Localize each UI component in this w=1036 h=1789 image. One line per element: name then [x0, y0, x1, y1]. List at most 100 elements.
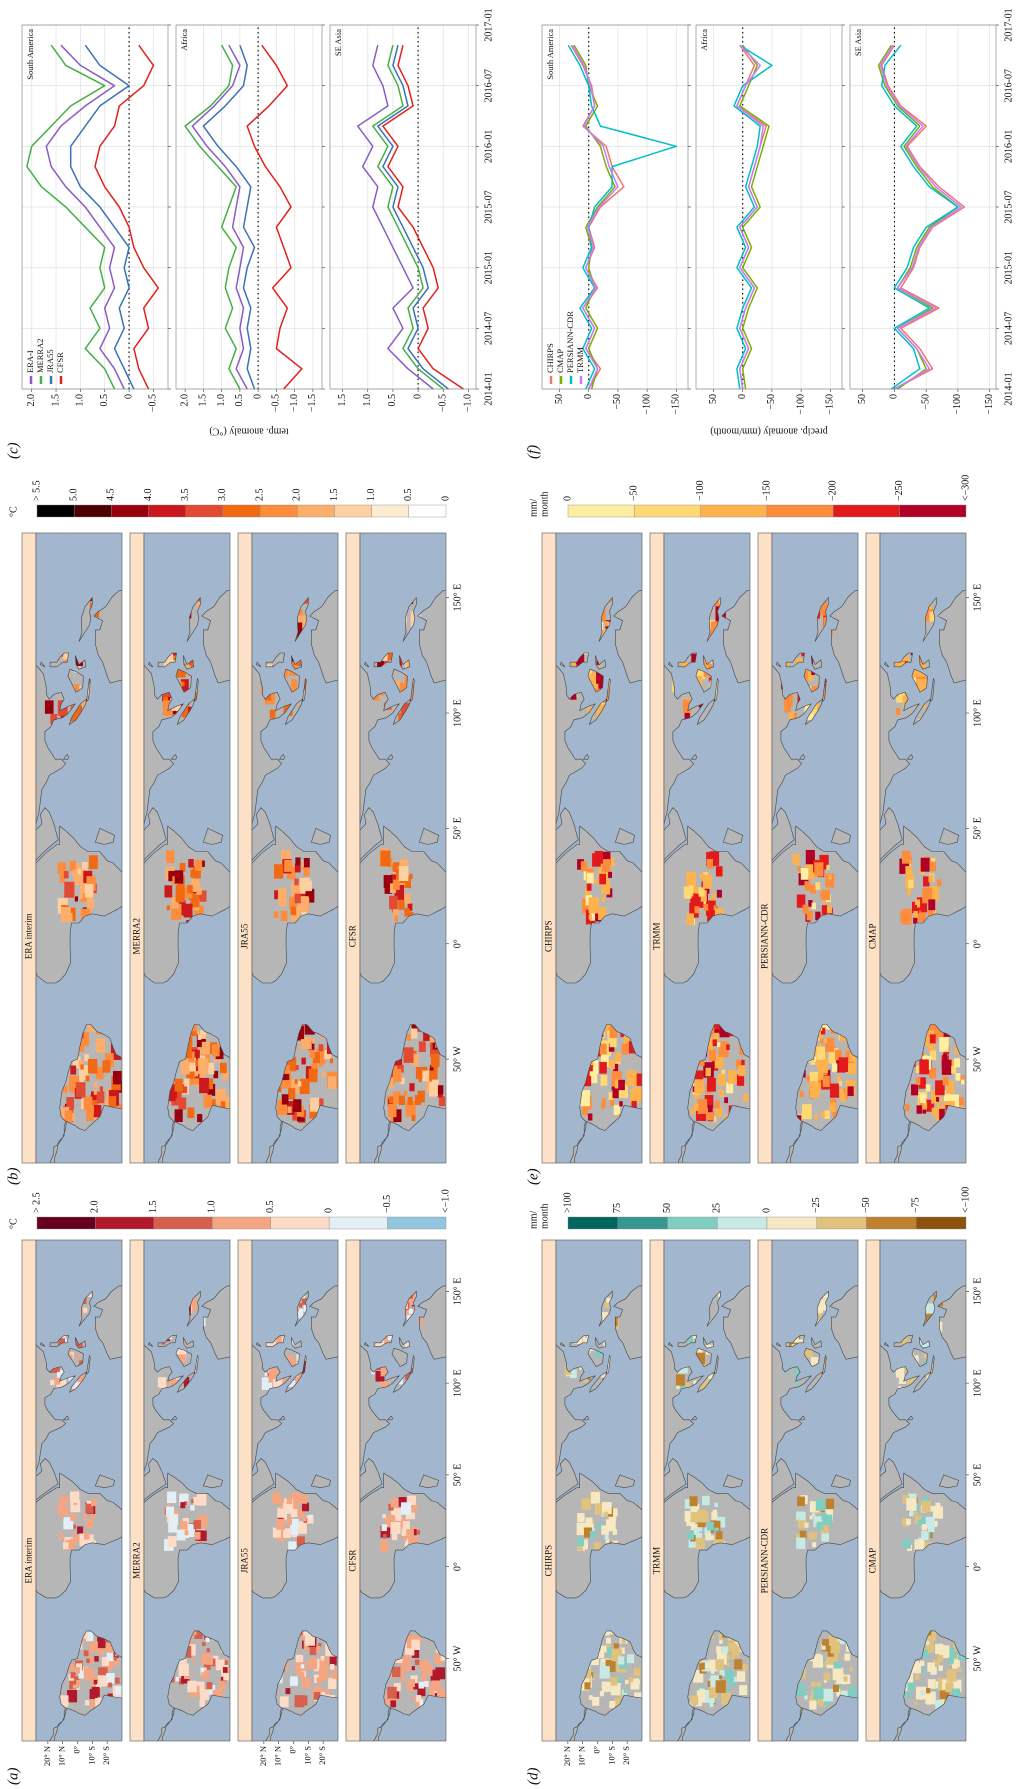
lon-tick-label: 50° E — [972, 1464, 983, 1487]
colorbar-label: <−1.0 — [440, 1189, 451, 1213]
map-cell — [412, 1115, 416, 1121]
colorbar-label: 0 — [761, 1208, 772, 1213]
map-cell — [108, 1683, 112, 1688]
map-cell — [85, 1700, 89, 1705]
map — [655, 1240, 756, 1769]
map-cell — [199, 1078, 209, 1093]
colorbar-swatch — [916, 1217, 966, 1229]
map-cell — [717, 890, 722, 898]
map-cell — [89, 1641, 98, 1652]
map-cell — [86, 1110, 93, 1121]
strip-label: CMAP — [868, 1548, 878, 1574]
map-cell — [194, 1520, 201, 1529]
map-cell — [936, 1097, 939, 1102]
map — [27, 1240, 128, 1769]
map-cell — [710, 1702, 714, 1707]
y-tick-label: 0 — [252, 394, 263, 399]
map-cell — [713, 1039, 717, 1046]
facet-title: Africa — [699, 29, 709, 51]
y-tick-label: 0 — [583, 394, 594, 399]
map-cell — [902, 851, 910, 864]
map-cell — [932, 1108, 938, 1117]
map-cell — [915, 1701, 918, 1705]
strip-label: CFSR — [348, 1550, 358, 1572]
map-cell — [63, 1508, 69, 1515]
map-cell — [822, 1646, 825, 1650]
colorbar-label: <−300 — [960, 475, 971, 501]
map-cell — [309, 1515, 313, 1519]
map-cell — [102, 1060, 110, 1072]
map-cell — [387, 1687, 396, 1699]
map-cell — [821, 1513, 826, 1520]
strip-label: PERSIANN-CDR — [760, 1528, 770, 1594]
colorbar-swatch — [212, 1217, 270, 1229]
lat-tick-label: 20° N — [42, 1746, 52, 1766]
map-cell — [291, 679, 297, 688]
map-cell — [832, 1063, 837, 1071]
facet-strip — [130, 1240, 144, 1741]
lon-tick-label: 0° — [972, 939, 983, 948]
colorbar-swatch — [37, 1217, 95, 1229]
colorbar-label: >100 — [562, 1192, 573, 1213]
map-cell — [298, 1081, 301, 1086]
lon-tick-label: 50° W — [452, 1046, 463, 1072]
map-cell — [45, 700, 54, 713]
map-cell — [64, 882, 74, 898]
map-cell — [926, 1641, 930, 1645]
map-cell — [942, 1060, 952, 1075]
map-cell — [634, 1668, 641, 1676]
lat-tick-label: 10° N — [57, 1746, 67, 1766]
map-cell — [796, 1538, 805, 1549]
map-cell — [86, 1520, 93, 1529]
colorbar-swatch — [409, 505, 446, 517]
map-cell — [600, 1666, 610, 1678]
colorbar-label: 3.0 — [217, 489, 228, 502]
map-cell — [947, 1669, 957, 1681]
map-cell — [959, 1097, 964, 1105]
map-cell — [84, 1533, 90, 1540]
y-tick-label: −150 — [825, 394, 836, 415]
map-cell — [109, 1096, 116, 1107]
colorbar-swatch — [568, 1217, 618, 1229]
map-cell — [703, 875, 712, 889]
lat-tick-label: 10° S — [302, 1746, 312, 1765]
map-cell — [321, 1656, 325, 1661]
map-cell — [301, 1664, 304, 1668]
y-tick-label: 1.0 — [362, 394, 373, 407]
map-cell — [175, 1109, 183, 1122]
map-cell — [421, 1675, 426, 1681]
map-cell — [175, 870, 184, 883]
map-cell — [398, 900, 404, 910]
map-cell — [604, 1303, 608, 1308]
map-cell — [79, 893, 82, 898]
y-axis-title: precip. anomaly (mm/month) — [710, 426, 827, 437]
map-cell — [943, 1077, 949, 1086]
map — [871, 1240, 972, 1769]
map-cell — [594, 879, 597, 884]
map-cell — [612, 1088, 618, 1098]
map-cell — [415, 1702, 419, 1707]
map-cell — [609, 1701, 615, 1708]
map-cell — [411, 1028, 417, 1038]
legend-label: CFSR — [55, 352, 65, 373]
map-cell — [592, 1697, 599, 1706]
map-cell — [194, 1532, 200, 1540]
map-cell — [699, 1689, 704, 1696]
x-tick-label: 2014-07 — [1003, 312, 1014, 345]
map-cell — [180, 1521, 188, 1530]
colorbar-label: 0 — [562, 496, 573, 501]
colorbar-label: <−100 — [960, 1187, 971, 1213]
lon-tick-label: 50° E — [972, 817, 983, 840]
map-cell — [220, 1063, 227, 1073]
map-cell — [94, 1680, 98, 1685]
y-tick-label: 50 — [857, 394, 868, 404]
map-cell — [76, 1082, 86, 1097]
lat-tick-label: 10° N — [273, 1746, 283, 1766]
map-cell — [420, 1660, 428, 1670]
map-cell — [699, 887, 705, 896]
facet-title: Africa — [179, 29, 189, 51]
map-cell — [578, 1526, 581, 1530]
colorbar-label: 3.5 — [180, 489, 191, 502]
colorbar-label: 4.0 — [143, 489, 154, 502]
colorbar-swatch — [717, 1217, 767, 1229]
